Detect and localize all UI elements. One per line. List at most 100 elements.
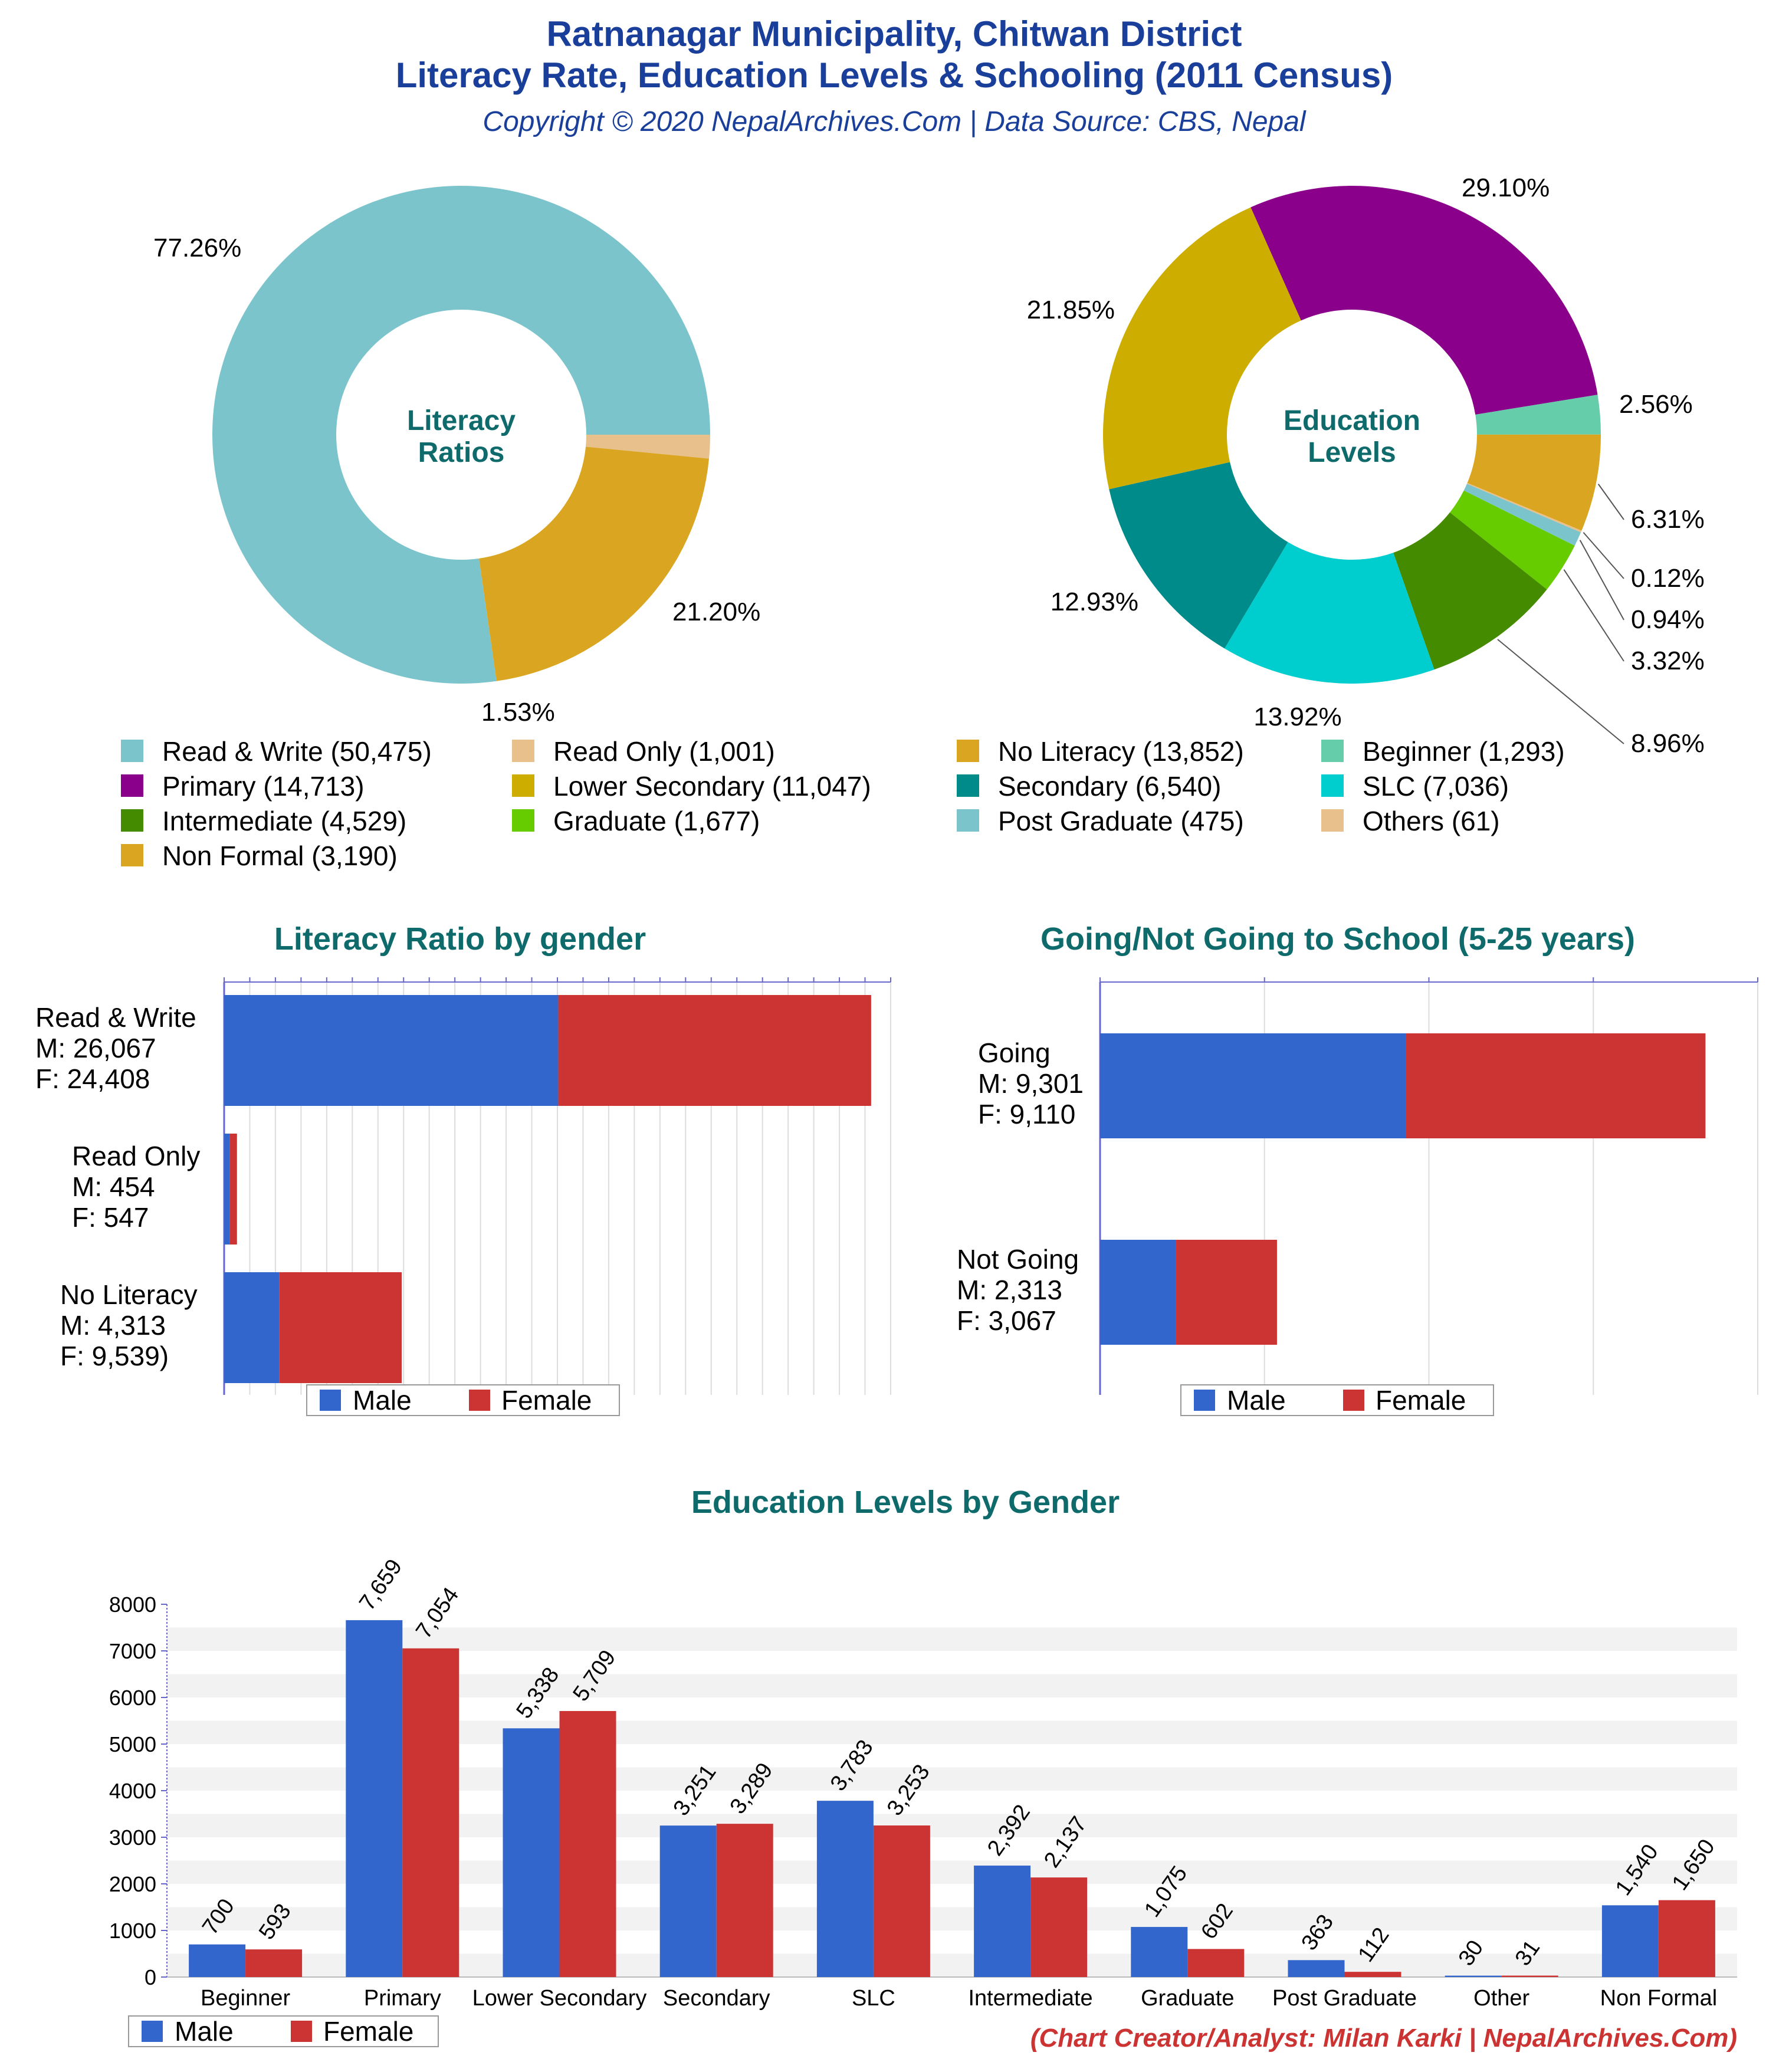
bar-male bbox=[1131, 1927, 1188, 1977]
x-category-label: SLC bbox=[852, 1986, 895, 2011]
education-by-gender-chart: Education Levels by Gender 0 1000 2000 3000 4… bbox=[109, 1485, 1737, 2047]
legend-item: Read Only (1,001) bbox=[553, 736, 775, 767]
donut-slice-read-only bbox=[586, 435, 710, 459]
y-tick-label: 1000 bbox=[109, 1919, 156, 1943]
slice-percent-label: 77.26% bbox=[153, 234, 241, 262]
bar-category-label: M: 26,067 bbox=[35, 1033, 156, 1063]
bar-female bbox=[229, 1134, 237, 1244]
legend-swatch bbox=[957, 774, 979, 797]
bar-female bbox=[559, 1710, 616, 1977]
slice-percent-label: 8.96% bbox=[1631, 729, 1705, 758]
x-category-label: Post Graduate bbox=[1272, 1986, 1417, 2011]
legend-item: Post Graduate (475) bbox=[998, 806, 1244, 836]
slice-percent-label: 2.56% bbox=[1619, 390, 1693, 419]
bar-category-label: M: 4,313 bbox=[60, 1310, 166, 1341]
slice-percent-label: 29.10% bbox=[1462, 173, 1550, 202]
legend-swatch-male bbox=[320, 1390, 341, 1411]
leader-line bbox=[1497, 639, 1624, 744]
bar-male bbox=[1601, 1905, 1659, 1977]
slice-percent-label: 6.31% bbox=[1631, 505, 1705, 534]
bar-male bbox=[1445, 1975, 1502, 1977]
bar-male bbox=[189, 1944, 246, 1977]
slice-percent-label: 12.93% bbox=[1051, 587, 1138, 616]
y-tick-label: 2000 bbox=[109, 1872, 156, 1896]
x-category-label: Lower Secondary bbox=[472, 1986, 647, 2011]
donut-slice-lower-secondary bbox=[1103, 207, 1301, 490]
x-category-label: Beginner bbox=[201, 1986, 290, 2011]
bar-female bbox=[402, 1648, 459, 1977]
legend-swatch bbox=[121, 809, 143, 832]
bar-male bbox=[224, 1272, 280, 1383]
legend-swatch bbox=[1321, 809, 1344, 832]
leader-line bbox=[1579, 540, 1624, 620]
y-tick-label: 0 bbox=[145, 1965, 156, 1989]
bar-category-label: F: 24,408 bbox=[35, 1063, 150, 1094]
donut-slice-others bbox=[1466, 482, 1582, 533]
legend-swatch bbox=[512, 774, 534, 797]
page-subtitle: Copyright © 2020 NepalArchives.Com | Dat… bbox=[482, 106, 1306, 137]
bar-value-label: 593 bbox=[254, 1899, 296, 1944]
donut-slice-primary bbox=[1250, 186, 1598, 415]
legend-swatch bbox=[121, 844, 143, 866]
legend-box bbox=[1180, 1384, 1494, 1416]
chart-title: Going/Not Going to School (5-25 years) bbox=[1040, 921, 1635, 957]
chart-title: Education Levels by Gender bbox=[691, 1485, 1120, 1520]
bar-male bbox=[503, 1728, 560, 1977]
bar-male bbox=[1100, 1240, 1176, 1345]
grid-band bbox=[167, 1627, 1737, 1651]
header: Ratnanagar Municipality, Chitwan Distric… bbox=[396, 14, 1393, 137]
legend-swatch-female bbox=[1343, 1390, 1364, 1411]
legend-item: Graduate (1,677) bbox=[553, 806, 760, 836]
legend-item: No Literacy (13,852) bbox=[998, 736, 1244, 767]
y-tick-label: 6000 bbox=[109, 1686, 156, 1710]
page-title-line1: Ratnanagar Municipality, Chitwan Distric… bbox=[546, 14, 1242, 54]
x-category-label: Intermediate bbox=[968, 1986, 1092, 2011]
donut-slice-post-graduate bbox=[1463, 484, 1581, 546]
bar-male bbox=[1288, 1960, 1345, 1977]
legend-item: Others (61) bbox=[1363, 806, 1500, 836]
donut-legend: Read & Write (50,475) Read Only (1,001) No… bbox=[121, 736, 1565, 871]
leader-line bbox=[1583, 532, 1624, 579]
bar-female bbox=[245, 1949, 303, 1977]
bar-female bbox=[1176, 1240, 1277, 1345]
bar-male bbox=[659, 1825, 717, 1977]
x-category-label: Primary bbox=[364, 1986, 441, 2011]
x-category-label: Non Formal bbox=[1600, 1986, 1718, 2011]
legend-swatch bbox=[121, 774, 143, 797]
donut-slice-no-literacy bbox=[479, 446, 710, 681]
donut-center-label: Literacy bbox=[407, 405, 516, 436]
legend-item: Read & Write (50,475) bbox=[162, 736, 432, 767]
legend-item: Non Formal (3,190) bbox=[162, 840, 398, 871]
bar-female bbox=[1030, 1877, 1088, 1977]
slice-percent-label: 21.20% bbox=[672, 597, 760, 626]
legend-swatch bbox=[121, 740, 143, 762]
donut-center-label: Ratios bbox=[418, 437, 505, 468]
bar-male bbox=[346, 1620, 403, 1977]
x-category-label: Other bbox=[1473, 1986, 1529, 2011]
bar-category-label: F: 3,067 bbox=[957, 1305, 1056, 1336]
legend-swatch bbox=[957, 740, 979, 762]
legend-swatch bbox=[1321, 774, 1344, 797]
donut-slice-slc bbox=[1225, 542, 1435, 684]
leader-line bbox=[1563, 569, 1624, 662]
schooling-chart: Going/Not Going to School (5-25 years) Go… bbox=[957, 921, 1758, 1416]
bar-female bbox=[873, 1825, 930, 1977]
slice-percent-label: 3.32% bbox=[1631, 646, 1705, 675]
bar-category-label: M: 9,301 bbox=[978, 1068, 1084, 1099]
legend-male: Male bbox=[1227, 1385, 1286, 1416]
y-tick-label: 7000 bbox=[109, 1639, 156, 1663]
legend-female: Female bbox=[1376, 1385, 1466, 1416]
bar-category-label: Read Only bbox=[72, 1141, 200, 1171]
footer-credit: (Chart Creator/Analyst: Milan Karki | Ne… bbox=[1030, 2024, 1737, 2053]
leader-line bbox=[1597, 484, 1624, 520]
slice-percent-label: 13.92% bbox=[1253, 702, 1341, 731]
slice-percent-label: 1.53% bbox=[481, 698, 555, 727]
legend-box bbox=[306, 1384, 620, 1416]
bar-female bbox=[1501, 1975, 1558, 1977]
page-title-line2: Literacy Rate, Education Levels & School… bbox=[396, 55, 1393, 95]
bar-male bbox=[974, 1866, 1031, 1977]
legend-item: SLC (7,036) bbox=[1363, 771, 1509, 802]
legend-swatch bbox=[512, 740, 534, 762]
